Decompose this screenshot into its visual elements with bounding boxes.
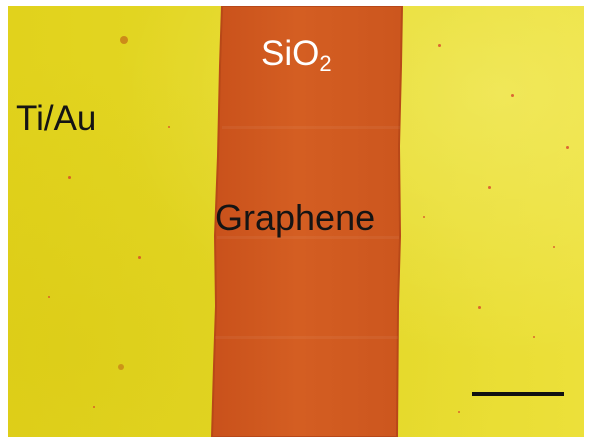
debris-speck	[93, 406, 95, 408]
graphene-channel	[210, 6, 404, 437]
sio2-label: SiO2	[261, 34, 332, 75]
graphene-label: Graphene	[215, 197, 376, 238]
channel-band-low	[215, 336, 398, 339]
debris-speck	[168, 126, 170, 128]
channel-band-top	[222, 126, 400, 129]
debris-speck	[48, 296, 50, 298]
debris-speck	[511, 94, 514, 97]
debris-speck	[566, 146, 569, 149]
ti-au-label: Ti/Au	[16, 99, 97, 138]
debris-speck	[118, 364, 124, 370]
debris-speck	[68, 176, 71, 179]
debris-speck	[438, 44, 441, 47]
debris-speck	[423, 216, 425, 218]
debris-speck	[138, 256, 141, 259]
debris-speck	[488, 186, 491, 189]
channel-band-mid	[217, 236, 399, 239]
debris-speck	[533, 336, 535, 338]
debris-speck	[478, 306, 481, 309]
micrograph: Ti/Au SiO2 Graphene	[8, 6, 584, 437]
debris-speck	[458, 411, 460, 413]
sio2-label-subscript: 2	[319, 51, 332, 76]
channel-strip	[210, 6, 404, 437]
scale-bar	[472, 392, 564, 396]
debris-speck	[553, 246, 555, 248]
sio2-label-base: SiO	[261, 34, 320, 73]
debris-speck	[120, 36, 128, 44]
